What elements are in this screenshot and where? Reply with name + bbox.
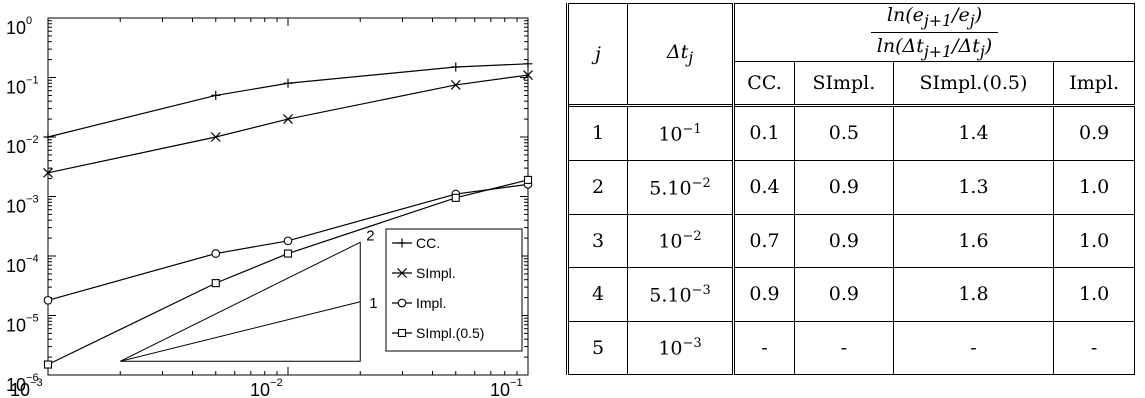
legend-marker [397,298,407,308]
legend-label: CC. [416,235,440,251]
data-point [43,295,53,305]
row-j: 2 [566,160,628,215]
x-tick-label: 10−1 [490,377,523,398]
data-point [283,78,293,88]
row-j: 3 [566,213,628,269]
row-simpl: 0.9 [794,267,894,322]
legend-label: SImpl. [416,265,456,281]
data-point [283,236,293,246]
slope-line [120,301,361,362]
data-point [283,114,293,125]
row-dt: 10−3 [627,320,735,376]
row-cc: 0.4 [732,160,796,215]
convergence-chart: 100 10−1 10−2 10−3 10−4 10−5 10−6 10−3 10−2 10−1 2… [0,0,545,398]
row-cc: 0.1 [732,103,796,162]
row-dt: 10−2 [627,213,735,269]
convergence-rate-table: j Δtj ln(ej+1/ej) ln(Δtj+1/Δtj) CC. SImp… [566,3,1135,376]
legend-label: Impl. [416,295,446,311]
header-j: j [566,3,628,106]
row-simpl05: 1.6 [892,213,1055,269]
slope-label-2: 2 [366,227,374,244]
y-tick-label: 10−2 [6,134,39,157]
row-dt: 5.10−3 [627,267,735,322]
row-impl: 1.0 [1053,213,1135,269]
data-point [523,59,533,69]
row-impl: 1.0 [1053,160,1135,215]
table-row: 2 5.10−2 0.4 0.9 1.3 1.0 [566,160,1135,215]
header-col-simpl: SImpl. [794,60,894,106]
row-simpl: 0.9 [794,160,894,215]
x-tick-label: 10−3 [10,377,43,398]
row-cc: 0.7 [732,213,796,269]
header-col-cc: CC. [732,60,796,106]
row-simpl05: 1.4 [892,103,1055,162]
header-col-simpl05: SImpl.(0.5) [892,60,1055,106]
row-dt: 5.10−2 [627,160,735,215]
x-tick-label: 10−2 [250,377,283,398]
y-tick-label: 10−6 [6,372,39,395]
legend-marker [397,268,407,278]
table-row: 3 10−2 0.7 0.9 1.6 1.0 [566,213,1135,269]
legend-box [385,228,523,352]
y-tick-label: 10−3 [6,194,39,217]
row-simpl: 0.5 [794,103,894,162]
data-point [523,70,533,80]
y-tick-label: 10−1 [6,75,39,98]
table-row: 4 5.10−3 0.9 0.9 1.8 1.0 [566,267,1135,322]
row-simpl: 0.9 [794,213,894,269]
row-impl: 1.0 [1053,267,1135,322]
header-col-impl: Impl. [1053,60,1135,106]
data-point [211,279,220,288]
header-dt: Δtj [627,3,735,106]
row-cc: - [732,320,796,376]
legend-marker [397,238,407,248]
ratio-numerator: ln(ej+1/ej) [870,4,999,33]
slope-triangle [120,241,361,362]
header-ratio: ln(ej+1/ej) ln(Δtj+1/Δtj) [733,3,1135,62]
series-line-0 [47,63,529,138]
data-point [43,360,53,369]
data-point [43,132,53,142]
slope-label-1: 1 [369,295,377,312]
row-j: 5 [566,320,628,376]
row-simpl05: - [892,320,1055,376]
data-point [210,132,221,142]
data-point [451,193,460,202]
table-row: 5 10−3 - - - - [566,320,1135,376]
data-point [43,167,53,178]
legend-marker [397,328,407,338]
data-point [450,80,461,90]
y-tick-label: 10−4 [6,253,39,276]
table-row: 1 10−1 0.1 0.5 1.4 0.9 [566,103,1135,162]
row-cc: 0.9 [732,267,796,322]
row-simpl05: 1.8 [892,267,1055,322]
data-point [523,175,533,184]
data-point [211,249,221,258]
data-point [211,90,221,100]
row-j: 1 [566,103,628,162]
row-simpl: - [794,320,894,376]
row-impl: - [1053,320,1135,376]
y-tick-label: 100 [6,15,32,38]
data-point [451,62,461,72]
row-dt: 10−1 [627,103,735,162]
y-tick-label: 10−5 [6,313,39,336]
series-line-1 [47,74,529,174]
row-simpl05: 1.3 [892,160,1055,215]
ratio-denominator: ln(Δtj+1/Δtj) [876,34,993,61]
row-impl: 0.9 [1053,103,1135,162]
legend-label: SImpl.(0.5) [416,325,484,341]
data-point [283,249,293,258]
row-j: 4 [566,267,628,322]
convergence-table: j Δtj ln(ej+1/ej) ln(Δtj+1/Δtj) CC. SImp… [566,3,1135,376]
